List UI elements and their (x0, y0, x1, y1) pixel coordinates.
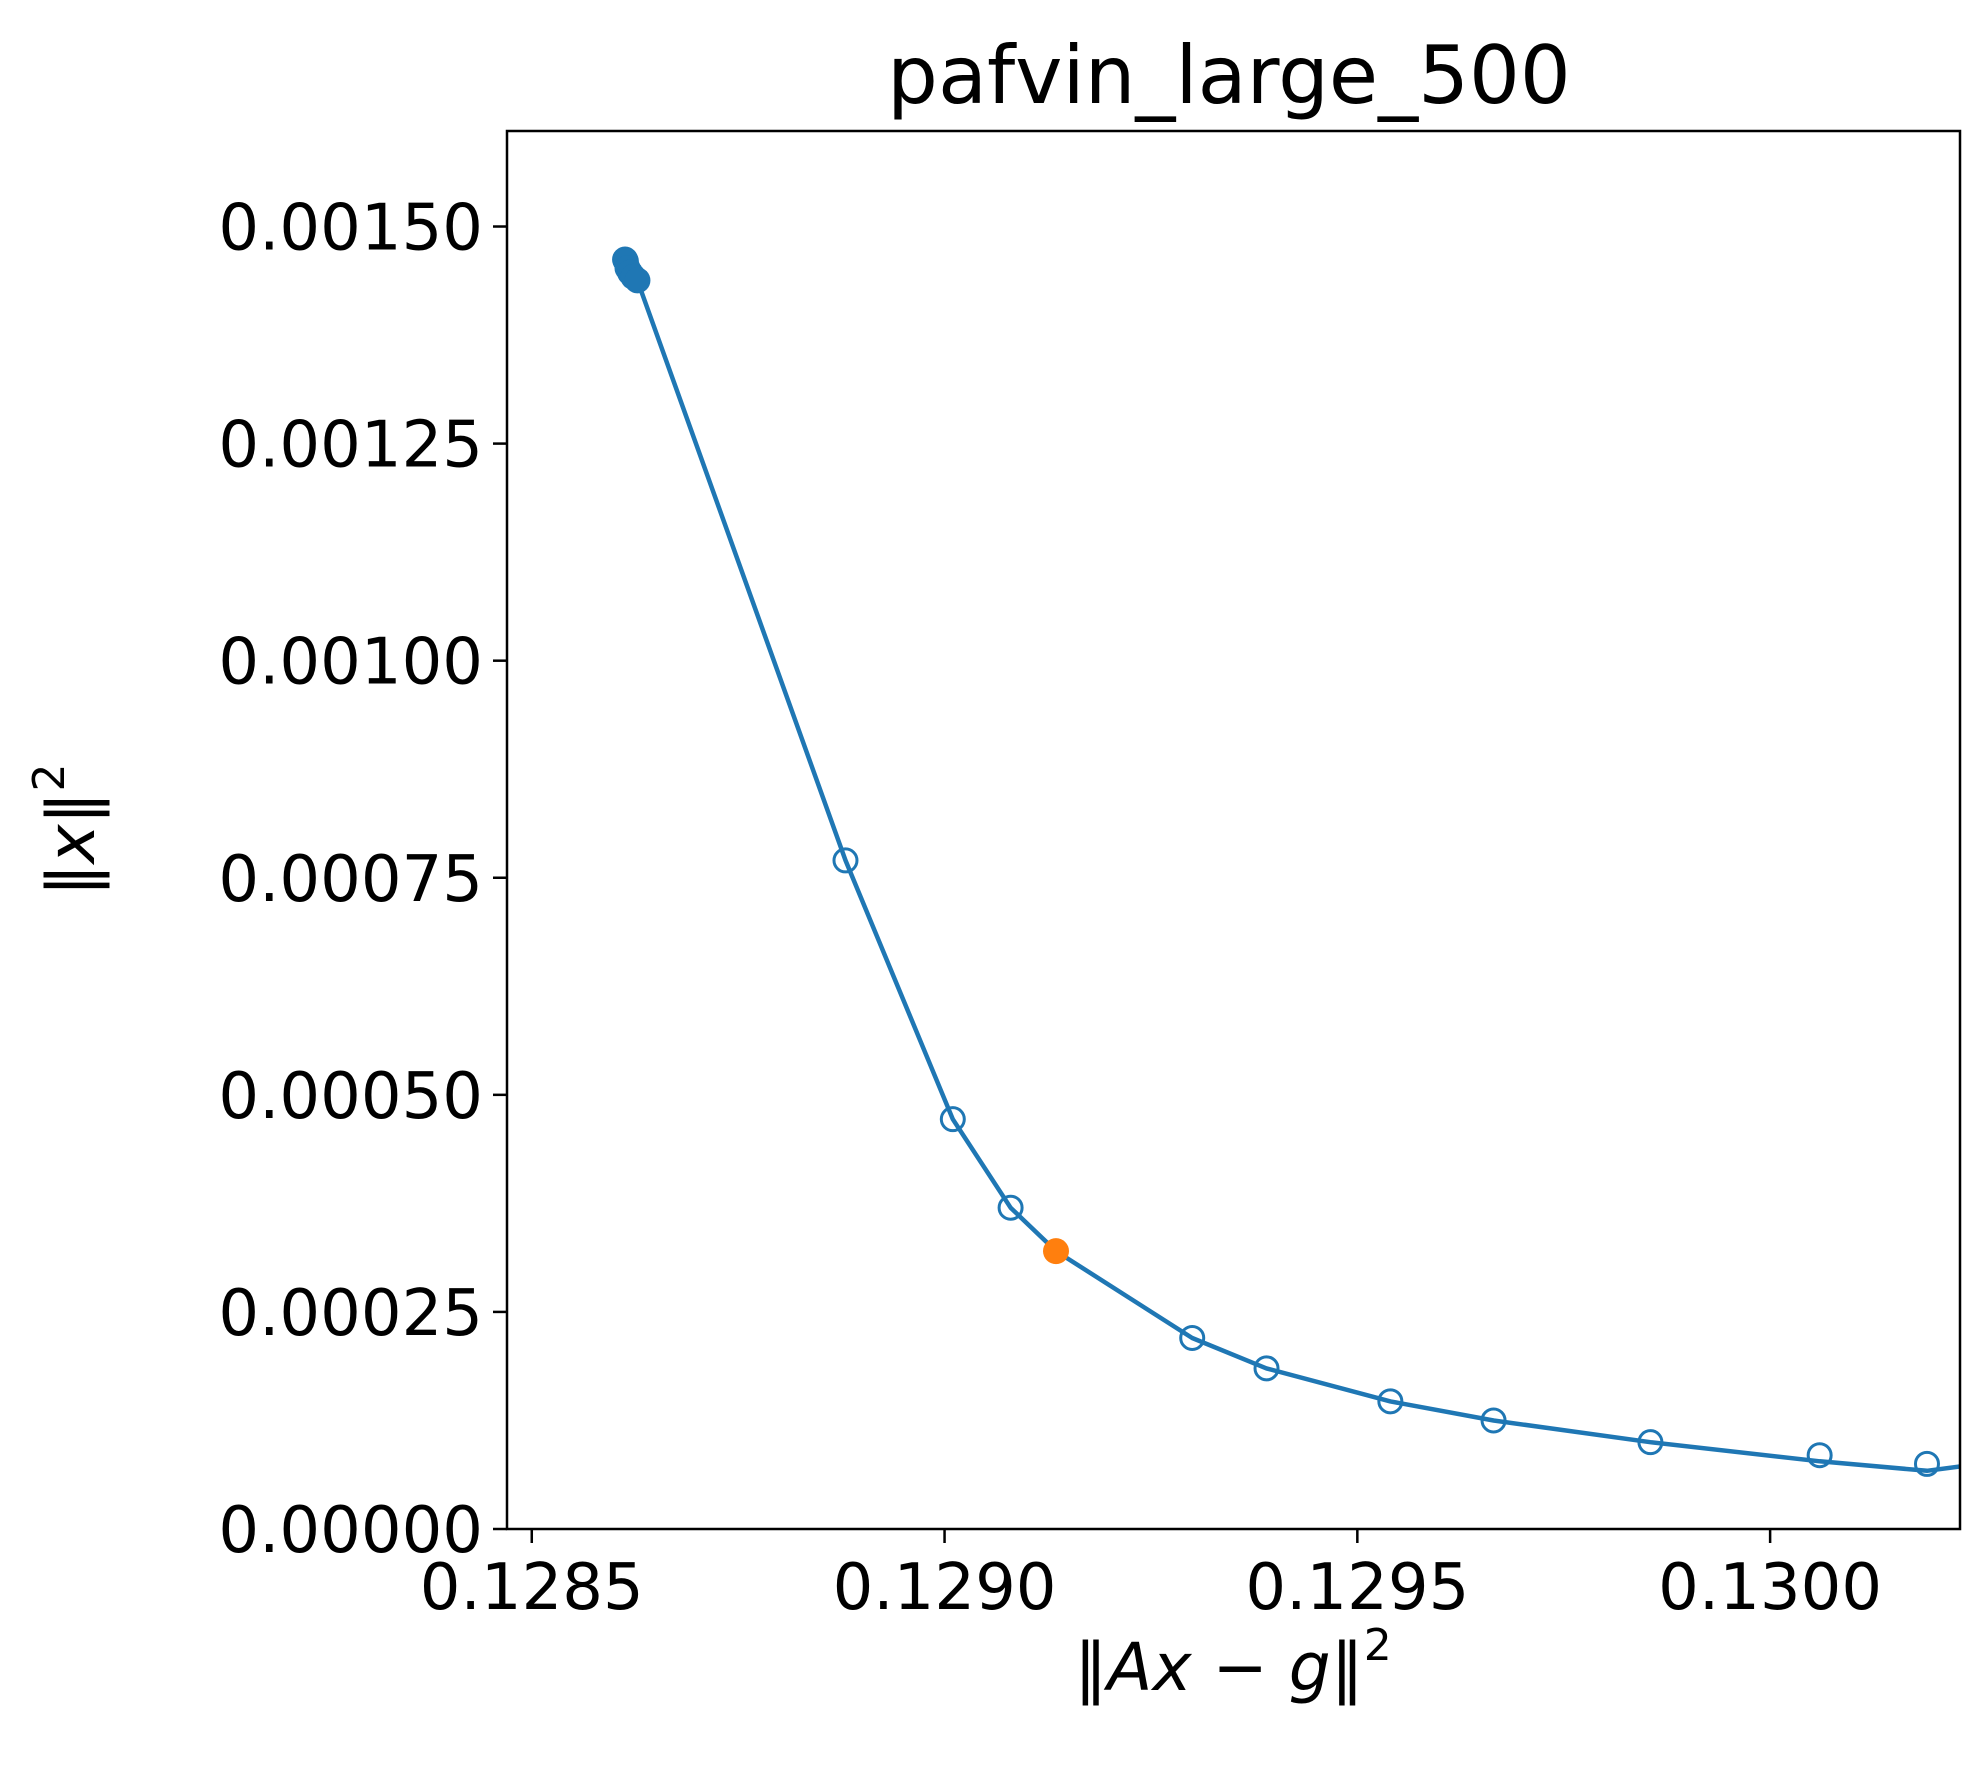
y-tick-label: 0.00150 (218, 192, 483, 266)
plot-area (612, 246, 1960, 1477)
x-axis-label: ‖Ax − g‖2 (1074, 1620, 1391, 1706)
y-axis-ticks: 0.00000 0.00025 0.00050 0.00075 0.00100 0.001… (218, 192, 507, 1568)
data-point-highlight (1043, 1238, 1070, 1265)
x-axis-ticks: 0.1285 0.1290 0.1295 0.1300 (420, 1529, 1882, 1625)
data-point-open (939, 1106, 966, 1133)
y-tick-label: 0.00125 (218, 409, 483, 483)
data-point-open (1480, 1407, 1507, 1434)
x-tick-label: 0.1295 (1245, 1551, 1469, 1625)
y-axis-label: ‖x‖2 (24, 763, 110, 896)
x-tick-label: 0.1285 (420, 1551, 644, 1625)
y-tick-label: 0.00100 (218, 626, 483, 700)
y-tick-label: 0.00075 (218, 843, 483, 917)
y-tick-label: 0.00050 (218, 1060, 483, 1134)
data-point-open (832, 847, 859, 874)
chart-title: pafvin_large_500 (887, 29, 1571, 122)
data-point-open (1179, 1324, 1206, 1351)
y-tick-label: 0.00025 (218, 1277, 483, 1351)
series-line (623, 258, 1960, 1474)
data-point-open (1637, 1429, 1664, 1456)
data-point-open (997, 1194, 1024, 1221)
axes-frame (505, 129, 1962, 1531)
x-tick-label: 0.1300 (1658, 1551, 1882, 1625)
data-point-open (1253, 1355, 1280, 1382)
data-point-open (1806, 1442, 1833, 1469)
data-point-filled (624, 267, 651, 294)
data-point-open (1377, 1388, 1404, 1415)
y-tick-label: 0.00000 (218, 1494, 483, 1568)
x-tick-label: 0.1290 (833, 1551, 1057, 1625)
data-point-open (1913, 1450, 1940, 1477)
